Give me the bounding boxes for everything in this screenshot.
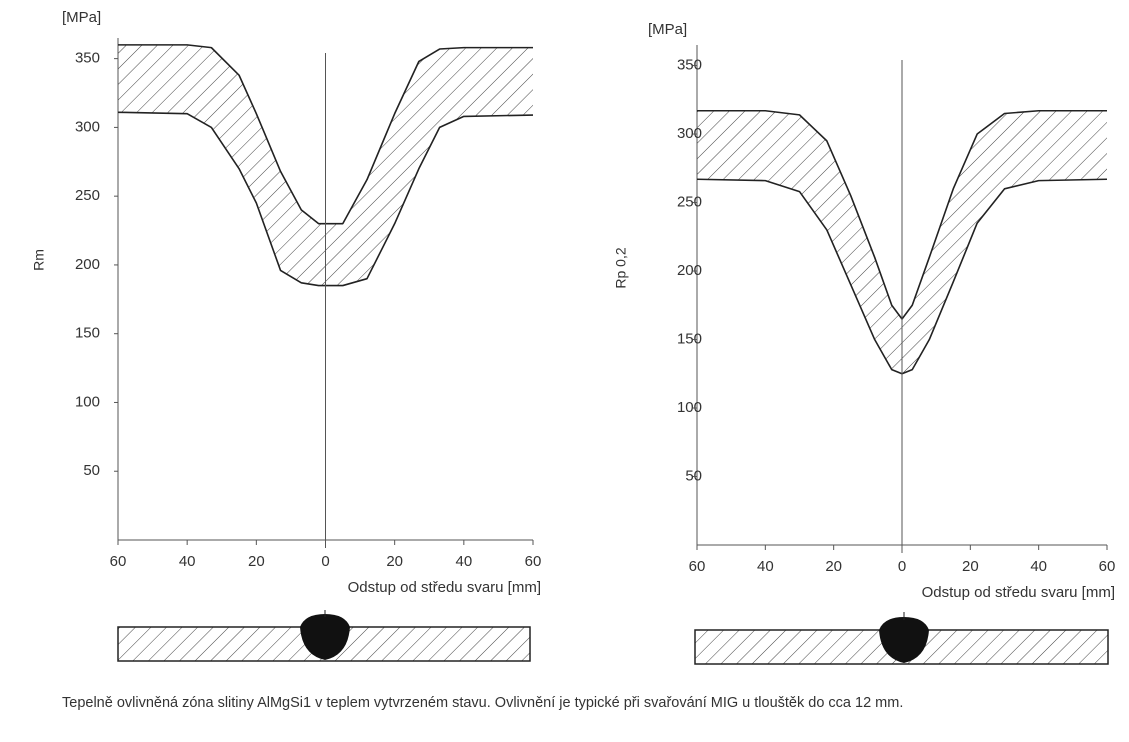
y-tick-label: 350 bbox=[677, 57, 702, 74]
x-axis-label: Odstup od středu svaru [mm] bbox=[348, 579, 541, 596]
x-tick-label: 40 bbox=[757, 558, 774, 575]
y-tick-label: 200 bbox=[75, 256, 100, 273]
y-tick-label: 50 bbox=[83, 462, 100, 479]
y-tick-label: 300 bbox=[75, 118, 100, 135]
band-edge bbox=[117, 111, 534, 287]
x-tick-label: 60 bbox=[1099, 558, 1116, 575]
y-tick-label: 250 bbox=[677, 194, 702, 211]
band-fill bbox=[697, 110, 1107, 374]
band-fill bbox=[118, 44, 533, 286]
weld-section-2 bbox=[694, 612, 1109, 665]
x-tick-label: 0 bbox=[321, 553, 329, 570]
y-tick-label: 200 bbox=[677, 262, 702, 279]
y-axis-label: Rp 0,2 bbox=[613, 247, 629, 288]
x-tick-label: 40 bbox=[179, 553, 196, 570]
x-tick-label: 0 bbox=[898, 558, 906, 575]
unit-label: [MPa] bbox=[62, 9, 101, 26]
x-axis-label: Odstup od středu svaru [mm] bbox=[922, 584, 1115, 601]
x-tick-label: 20 bbox=[962, 558, 979, 575]
x-tick-label: 60 bbox=[110, 553, 127, 570]
y-tick-label: 150 bbox=[75, 325, 100, 342]
x-tick-label: 60 bbox=[689, 558, 706, 575]
x-tick-label: 20 bbox=[386, 553, 403, 570]
y-tick-label: 150 bbox=[677, 330, 702, 347]
x-tick-label: 60 bbox=[525, 553, 542, 570]
x-tick-label: 20 bbox=[825, 558, 842, 575]
y-tick-label: 350 bbox=[75, 50, 100, 67]
y-tick-label: 250 bbox=[75, 187, 100, 204]
x-tick-label: 20 bbox=[248, 553, 265, 570]
y-axis-label: Rm bbox=[31, 249, 47, 271]
caption: Tepelně ovlivněná zóna slitiny AlMgSi1 v… bbox=[62, 695, 904, 711]
x-tick-label: 40 bbox=[1030, 558, 1047, 575]
figure: [MPa] Rm Odstup od středu svaru [mm] 50 100 1… bbox=[31, 9, 1116, 665]
unit-label: [MPa] bbox=[648, 21, 687, 38]
weld-section-1 bbox=[117, 610, 531, 662]
x-tick-label: 40 bbox=[455, 553, 472, 570]
y-tick-label: 50 bbox=[685, 467, 702, 484]
y-tick-label: 300 bbox=[677, 125, 702, 142]
y-tick-label: 100 bbox=[75, 393, 100, 410]
y-tick-label: 100 bbox=[677, 399, 702, 416]
band-edge bbox=[118, 44, 533, 225]
